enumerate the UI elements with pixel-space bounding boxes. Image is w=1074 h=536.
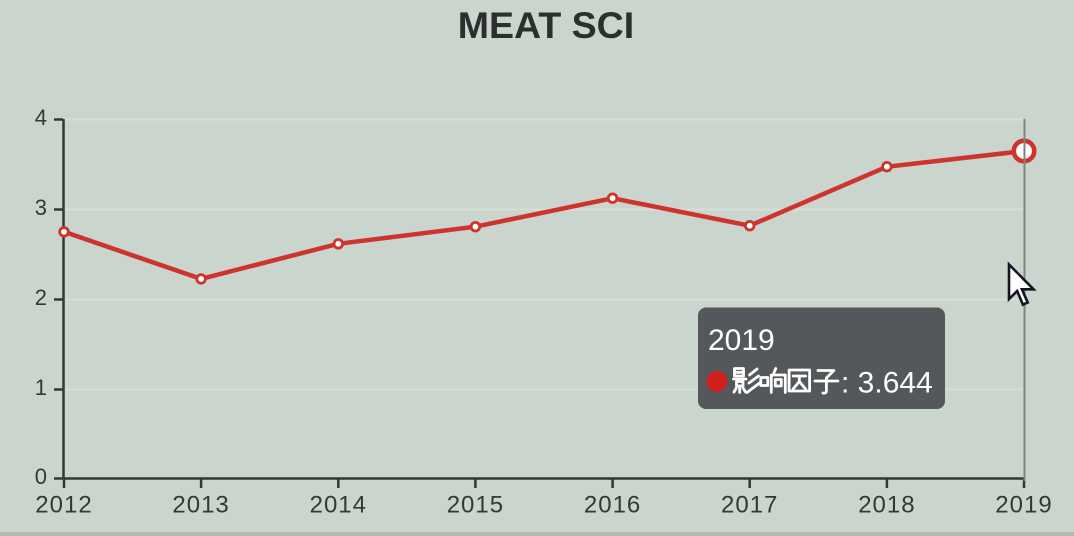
svg-text:2018: 2018 xyxy=(858,491,915,518)
svg-text:MEAT SCI: MEAT SCI xyxy=(458,4,634,46)
svg-text:2015: 2015 xyxy=(447,491,504,518)
svg-text:2012: 2012 xyxy=(35,491,92,518)
svg-text:0: 0 xyxy=(35,464,47,489)
svg-text:1: 1 xyxy=(35,375,47,400)
svg-text:3: 3 xyxy=(35,195,47,220)
svg-text:2014: 2014 xyxy=(310,491,367,518)
svg-text:4: 4 xyxy=(35,105,47,130)
svg-text:2017: 2017 xyxy=(721,491,778,518)
svg-text:2013: 2013 xyxy=(172,491,229,518)
svg-text:2: 2 xyxy=(35,285,47,310)
svg-text:2016: 2016 xyxy=(584,491,641,518)
svg-text:: 3.644: : 3.644 xyxy=(841,367,933,400)
svg-text:2019: 2019 xyxy=(708,324,775,357)
svg-text:2019: 2019 xyxy=(995,491,1052,518)
